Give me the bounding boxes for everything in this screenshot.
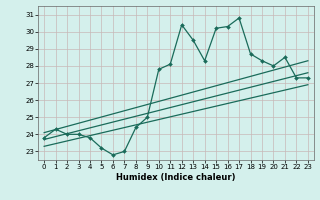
X-axis label: Humidex (Indice chaleur): Humidex (Indice chaleur) [116, 173, 236, 182]
